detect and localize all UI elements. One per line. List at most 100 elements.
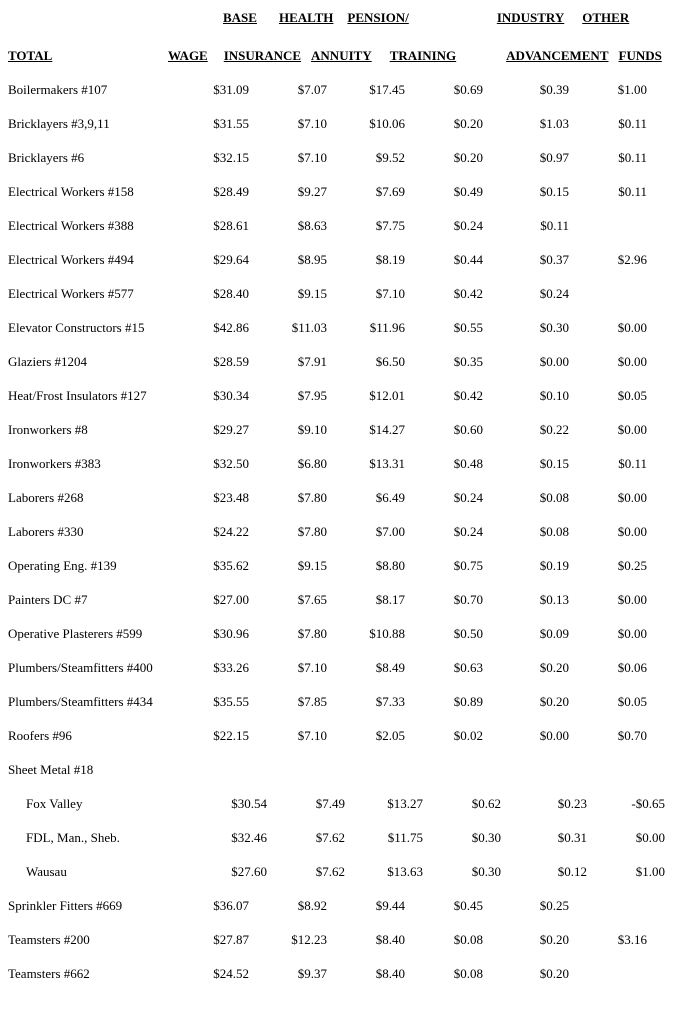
trade-name: Electrical Workers #158: [8, 184, 177, 200]
cell-wage: $32.46: [195, 830, 273, 846]
table-row: Teamsters #200$27.87$12.23$8.40$0.08$0.2…: [8, 932, 681, 948]
cell-trn: $0.24: [411, 490, 489, 506]
cell-ins: $11.03: [255, 320, 333, 336]
cell-wage: $35.55: [177, 694, 255, 710]
cell-ann: $8.40: [333, 932, 411, 948]
col-pension: PENSION/: [347, 10, 408, 26]
cell-ann: $6.50: [333, 354, 411, 370]
cell-adv: $0.13: [489, 592, 575, 608]
trade-name: Electrical Workers #577: [8, 286, 177, 302]
cell-ins: $8.63: [255, 218, 333, 234]
cell-tot: $53.46: [653, 422, 689, 438]
cell-tot: $50.05: [653, 150, 689, 166]
cell-adv: $0.00: [489, 728, 575, 744]
cell-wage: $36.07: [177, 898, 255, 914]
cell-adv: $0.30: [489, 320, 575, 336]
cell-fnd: $0.00: [575, 354, 653, 370]
trade-name: Teamsters #200: [8, 932, 177, 948]
table-row: Operating Eng. #139$35.62$9.15$8.80$0.75…: [8, 558, 681, 574]
cell-ann: $17.45: [333, 82, 411, 98]
cell-ann: $11.96: [333, 320, 411, 336]
cell-adv: $0.09: [489, 626, 575, 642]
cell-fnd: $2.96: [575, 252, 653, 268]
cell-wage: $29.64: [177, 252, 255, 268]
trade-name: Sprinkler Fitters #669: [8, 898, 177, 914]
header-row-2: TOTAL WAGE INSURANCE ANNUITY TRAINING AD…: [8, 48, 681, 64]
cell-trn: $0.02: [411, 728, 489, 744]
cell-fnd: $1.00: [593, 864, 671, 880]
cell-adv: $0.31: [507, 830, 593, 846]
cell-wage: $31.55: [177, 116, 255, 132]
cell-ins: $7.95: [255, 388, 333, 404]
table-row: Elevator Constructors #15$42.86$11.03$11…: [8, 320, 681, 336]
cell-wage: $29.27: [177, 422, 255, 438]
cell-ann: $12.01: [333, 388, 411, 404]
sheet-metal-header: Sheet Metal #18: [8, 762, 681, 778]
cell-wage: $32.50: [177, 456, 255, 472]
cell-ann: $8.40: [333, 966, 411, 982]
cell-adv: $0.23: [507, 796, 593, 812]
col-annuity: ANNUITY: [311, 48, 372, 64]
cell-ann: $2.05: [333, 728, 411, 744]
table-row: Electrical Workers #577$28.40$9.15$7.10$…: [8, 286, 681, 302]
cell-trn: $0.62: [429, 796, 507, 812]
cell-tot: $42.57: [653, 966, 689, 982]
cell-ins: $7.91: [255, 354, 333, 370]
cell-tot: $51.50: [671, 796, 689, 812]
cell-fnd: $0.00: [593, 830, 671, 846]
cell-wage: $32.15: [177, 150, 255, 166]
cell-ins: $7.65: [255, 592, 333, 608]
cell-trn: $0.50: [411, 626, 489, 642]
cell-tot: $53.35: [653, 456, 689, 472]
cell-tot: $50.87: [653, 388, 689, 404]
cell-ann: $9.44: [333, 898, 411, 914]
cell-adv: $0.08: [489, 524, 575, 540]
cell-fnd: $0.11: [575, 150, 653, 166]
cell-wage: $27.60: [195, 864, 273, 880]
trade-name: Operative Plasterers #599: [8, 626, 177, 642]
cell-adv: $0.12: [507, 864, 593, 880]
cell-adv: $0.25: [489, 898, 575, 914]
cell-adv: $0.08: [489, 490, 575, 506]
cell-ann: $7.33: [333, 694, 411, 710]
cell-wage: $24.22: [177, 524, 255, 540]
cell-wage: $28.49: [177, 184, 255, 200]
trade-name: Ironworkers #383: [8, 456, 177, 472]
cell-adv: $0.15: [489, 184, 575, 200]
table-row: Roofers #96$22.15$7.10$2.05$0.02$0.00$0.…: [8, 728, 681, 744]
cell-ann: $8.19: [333, 252, 411, 268]
cell-wage: $31.09: [177, 82, 255, 98]
cell-adv: $0.20: [489, 660, 575, 676]
trade-name: Operating Eng. #139: [8, 558, 177, 574]
trade-name: Bricklayers #6: [8, 150, 177, 166]
cell-ins: $7.10: [255, 150, 333, 166]
trade-name: Laborers #268: [8, 490, 177, 506]
cell-trn: $0.48: [411, 456, 489, 472]
cell-trn: $0.44: [411, 252, 489, 268]
cell-ann: $7.75: [333, 218, 411, 234]
cell-tot: $55.13: [653, 898, 689, 914]
cell-adv: $0.11: [489, 218, 575, 234]
cell-wage: $30.34: [177, 388, 255, 404]
cell-tot: $39.34: [653, 524, 689, 540]
cell-tot: $32.02: [653, 728, 689, 744]
cell-trn: $0.89: [411, 694, 489, 710]
cell-fnd: $0.25: [575, 558, 653, 574]
col-total: TOTAL: [8, 48, 68, 64]
cell-ins: $7.80: [255, 626, 333, 642]
cell-adv: $0.37: [489, 252, 575, 268]
cell-fnd: $0.00: [575, 626, 653, 642]
cell-adv: $0.15: [489, 456, 575, 472]
cell-adv: $0.20: [489, 966, 575, 982]
trade-name: Roofers #96: [8, 728, 177, 744]
cell-fnd: $0.70: [575, 728, 653, 744]
cell-ins: $7.10: [255, 660, 333, 676]
cell-wage: $27.87: [177, 932, 255, 948]
cell-wage: $23.48: [177, 490, 255, 506]
cell-tot: $45.31: [653, 286, 689, 302]
cell-tot: $38.09: [653, 490, 689, 506]
cell-adv: $0.00: [489, 354, 575, 370]
cell-wage: $35.62: [177, 558, 255, 574]
col-advancement: ADVANCEMENT: [506, 48, 608, 64]
cell-ann: $13.27: [351, 796, 429, 812]
